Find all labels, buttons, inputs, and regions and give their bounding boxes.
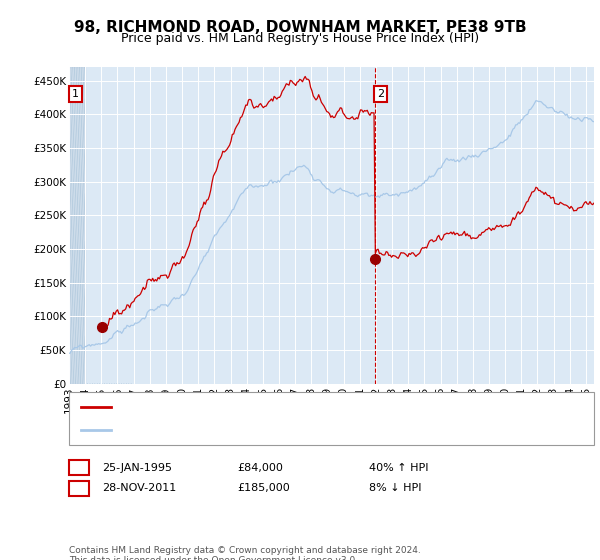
Text: 98, RICHMOND ROAD, DOWNHAM MARKET, PE38 9TB: 98, RICHMOND ROAD, DOWNHAM MARKET, PE38 … (74, 20, 526, 35)
Text: 28-NOV-2011: 28-NOV-2011 (102, 483, 176, 493)
Text: Contains HM Land Registry data © Crown copyright and database right 2024.
This d: Contains HM Land Registry data © Crown c… (69, 546, 421, 560)
Text: Price paid vs. HM Land Registry's House Price Index (HPI): Price paid vs. HM Land Registry's House … (121, 32, 479, 45)
Text: 1: 1 (76, 463, 82, 473)
Text: 25-JAN-1995: 25-JAN-1995 (102, 463, 172, 473)
Bar (69, 67, 85, 384)
Text: 40% ↑ HPI: 40% ↑ HPI (369, 463, 428, 473)
Text: 2: 2 (76, 483, 82, 493)
Text: 8% ↓ HPI: 8% ↓ HPI (369, 483, 421, 493)
Text: £84,000: £84,000 (237, 463, 283, 473)
Text: 98, RICHMOND ROAD, DOWNHAM MARKET, PE38 9TB (detached house): 98, RICHMOND ROAD, DOWNHAM MARKET, PE38 … (117, 402, 469, 412)
Text: HPI: Average price, detached house, King's Lynn and West Norfolk: HPI: Average price, detached house, King… (117, 425, 440, 435)
Text: £185,000: £185,000 (237, 483, 290, 493)
Text: 2: 2 (377, 89, 384, 99)
Text: 1: 1 (72, 89, 79, 99)
